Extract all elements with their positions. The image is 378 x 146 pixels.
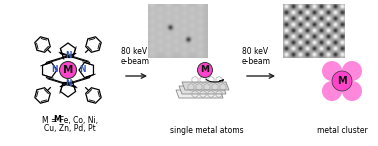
Circle shape xyxy=(59,61,76,79)
Text: 80 keV
e-beam: 80 keV e-beam xyxy=(242,47,271,66)
Text: M: M xyxy=(63,65,73,75)
Polygon shape xyxy=(182,82,229,90)
Circle shape xyxy=(197,62,212,78)
Text: M: M xyxy=(53,115,61,125)
Circle shape xyxy=(342,61,362,81)
Polygon shape xyxy=(179,86,226,94)
Circle shape xyxy=(342,81,362,101)
Text: single metal atoms: single metal atoms xyxy=(170,126,244,135)
Text: 80 keV
e-beam: 80 keV e-beam xyxy=(121,47,150,66)
Text: N: N xyxy=(51,66,57,74)
Text: N: N xyxy=(65,80,71,88)
Text: N: N xyxy=(65,52,71,60)
Polygon shape xyxy=(176,90,223,98)
Circle shape xyxy=(322,81,342,101)
Circle shape xyxy=(332,71,352,91)
Circle shape xyxy=(322,61,342,81)
Text: N: N xyxy=(79,66,85,74)
Text: M: M xyxy=(337,76,347,86)
Text: metal cluster: metal cluster xyxy=(317,126,367,135)
Text: Cu, Zn, Pd, Pt: Cu, Zn, Pd, Pt xyxy=(44,124,96,133)
Text: M = Fe, Co, Ni,: M = Fe, Co, Ni, xyxy=(42,115,98,125)
Text: M: M xyxy=(200,66,209,74)
